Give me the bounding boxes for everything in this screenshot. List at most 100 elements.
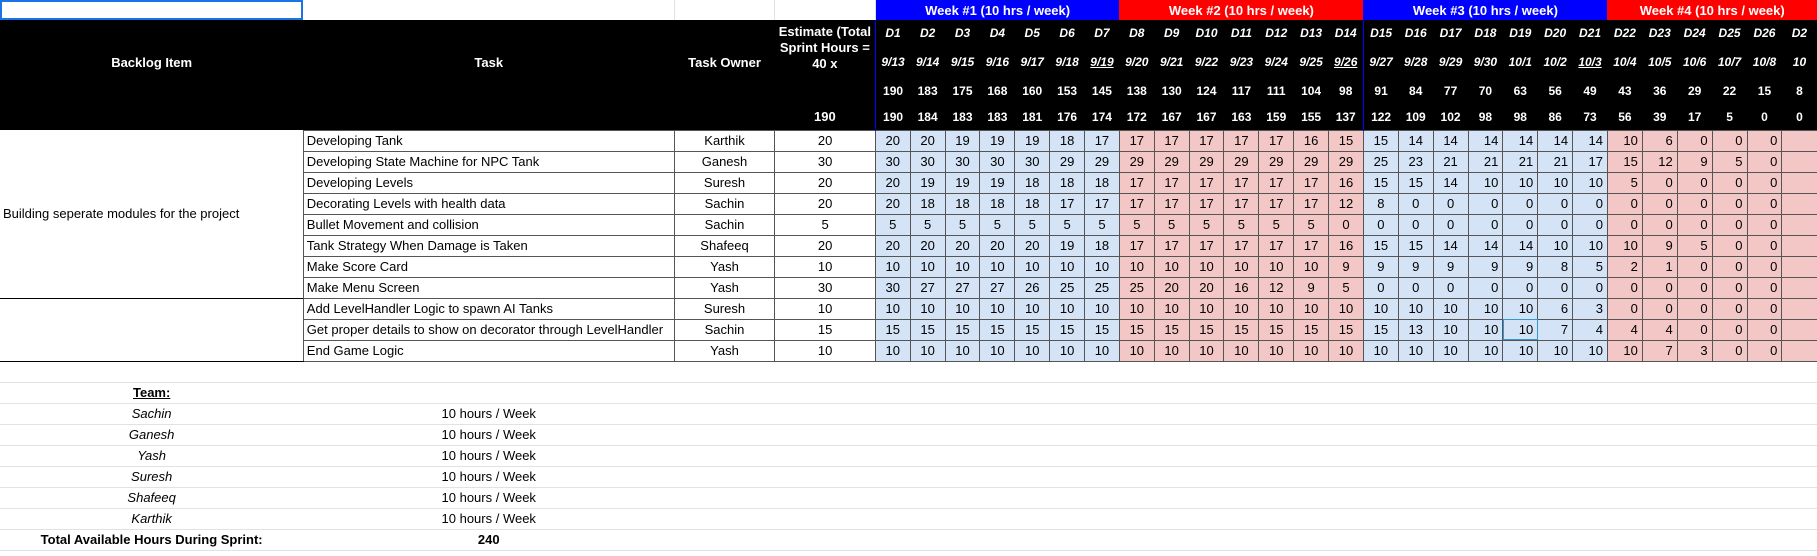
remaining-hours-cell[interactable]: 10 — [1467, 171, 1504, 194]
remaining-hours-cell[interactable]: 0 — [1746, 339, 1783, 362]
remaining-hours-cell[interactable]: 10 — [1258, 339, 1295, 362]
remaining-hours-cell[interactable]: 5 — [1572, 255, 1608, 278]
remaining-hours-cell[interactable]: 17 — [1118, 171, 1155, 194]
remaining-hours-cell[interactable]: 20 — [909, 234, 946, 257]
empty-cell[interactable] — [1712, 529, 1747, 551]
remaining-hours-cell[interactable]: 0 — [1711, 297, 1748, 320]
remaining-hours-cell[interactable]: 0 — [1467, 192, 1504, 215]
empty-cell[interactable] — [1747, 361, 1782, 383]
remaining-hours-cell[interactable]: 29 — [1258, 150, 1295, 173]
empty-cell[interactable] — [1049, 508, 1085, 530]
remaining-hours-cell[interactable] — [1781, 192, 1817, 215]
remaining-hours-cell[interactable]: 10 — [874, 297, 911, 320]
team-member-hours[interactable]: 10 hours / Week — [303, 403, 675, 425]
remaining-hours-cell[interactable]: 17 — [1118, 192, 1155, 215]
task-estimate[interactable]: 20 — [774, 171, 876, 194]
remaining-hours-cell[interactable]: 19 — [944, 129, 981, 152]
remaining-hours-cell[interactable]: 10 — [979, 339, 1016, 362]
remaining-hours-cell[interactable]: 0 — [1572, 213, 1608, 236]
empty-cell[interactable] — [1084, 382, 1120, 404]
remaining-hours-cell[interactable]: 5 — [1049, 213, 1086, 236]
remaining-hours-cell[interactable]: 30 — [874, 150, 911, 173]
empty-cell[interactable] — [1328, 466, 1364, 488]
task-estimate[interactable]: 30 — [774, 150, 876, 173]
empty-cell[interactable] — [1154, 424, 1190, 446]
empty-cell[interactable] — [1537, 487, 1573, 509]
empty-cell[interactable] — [1433, 424, 1468, 446]
empty-cell[interactable] — [1502, 466, 1538, 488]
empty-cell[interactable] — [1293, 466, 1329, 488]
remaining-hours-cell[interactable]: 10 — [1223, 339, 1260, 362]
remaining-hours-cell[interactable]: 10 — [1293, 255, 1330, 278]
remaining-hours-cell[interactable]: 10 — [1362, 339, 1399, 362]
empty-cell[interactable] — [979, 487, 1015, 509]
remaining-hours-cell[interactable]: 0 — [1606, 297, 1643, 320]
remaining-hours-cell[interactable]: 0 — [1432, 276, 1469, 299]
empty-cell[interactable] — [945, 382, 980, 404]
empty-cell[interactable] — [875, 466, 911, 488]
empty-cell[interactable] — [1189, 466, 1224, 488]
remaining-hours-cell[interactable]: 13 — [1397, 318, 1434, 341]
empty-cell[interactable] — [1433, 361, 1468, 383]
remaining-hours-cell[interactable]: 17 — [1188, 129, 1225, 152]
remaining-hours-cell[interactable]: 15 — [1223, 318, 1260, 341]
empty-cell[interactable] — [1781, 361, 1817, 383]
empty-cell[interactable] — [1502, 382, 1538, 404]
remaining-hours-cell[interactable]: 12 — [1258, 276, 1295, 299]
remaining-hours-cell[interactable]: 25 — [1084, 276, 1120, 299]
empty-cell[interactable] — [1363, 445, 1399, 467]
empty-cell[interactable] — [1433, 466, 1468, 488]
task-owner[interactable]: Shafeeq — [673, 234, 776, 257]
empty-cell[interactable] — [1328, 424, 1364, 446]
remaining-hours-cell[interactable]: 10 — [1467, 339, 1504, 362]
task-owner[interactable]: Yash — [673, 339, 776, 362]
empty-cell[interactable] — [1049, 382, 1085, 404]
remaining-hours-cell[interactable]: 6 — [1537, 297, 1574, 320]
empty-cell[interactable] — [674, 382, 775, 404]
remaining-hours-cell[interactable]: 9 — [1328, 255, 1364, 278]
empty-cell[interactable] — [303, 104, 675, 130]
empty-cell[interactable] — [1014, 361, 1050, 383]
empty-cell[interactable] — [1747, 487, 1782, 509]
remaining-hours-cell[interactable]: 7 — [1641, 339, 1678, 362]
team-member-hours[interactable]: 10 hours / Week — [303, 445, 675, 467]
empty-cell[interactable] — [1363, 361, 1399, 383]
remaining-hours-cell[interactable]: 14 — [1502, 234, 1539, 257]
empty-cell[interactable] — [910, 529, 946, 551]
remaining-hours-cell[interactable]: 10 — [1188, 339, 1225, 362]
empty-cell[interactable] — [979, 361, 1015, 383]
empty-cell[interactable] — [1363, 466, 1399, 488]
empty-cell[interactable] — [1747, 508, 1782, 530]
remaining-hours-cell[interactable]: 0 — [1746, 213, 1783, 236]
remaining-hours-cell[interactable]: 29 — [1084, 150, 1120, 173]
empty-cell[interactable] — [1328, 529, 1364, 551]
empty-cell[interactable] — [910, 445, 946, 467]
remaining-hours-cell[interactable]: 10 — [874, 255, 911, 278]
empty-cell[interactable] — [1258, 466, 1294, 488]
empty-cell[interactable] — [1014, 445, 1050, 467]
remaining-hours-cell[interactable]: 5 — [979, 213, 1016, 236]
remaining-hours-cell[interactable]: 0 — [1711, 129, 1748, 152]
remaining-hours-cell[interactable]: 10 — [1502, 171, 1539, 194]
empty-cell[interactable] — [303, 361, 675, 383]
remaining-hours-cell[interactable]: 10 — [1118, 255, 1155, 278]
remaining-hours-cell[interactable]: 29 — [1153, 150, 1190, 173]
remaining-hours-cell[interactable]: 18 — [1049, 171, 1086, 194]
empty-cell[interactable] — [1607, 403, 1643, 425]
empty-cell[interactable] — [1223, 466, 1259, 488]
empty-cell[interactable] — [1363, 487, 1399, 509]
remaining-hours-cell[interactable]: 21 — [1502, 150, 1539, 173]
remaining-hours-cell[interactable]: 17 — [1223, 234, 1260, 257]
empty-cell[interactable] — [1398, 403, 1434, 425]
remaining-hours-cell[interactable]: 5 — [1606, 171, 1643, 194]
empty-cell[interactable] — [1677, 508, 1713, 530]
remaining-hours-cell[interactable]: 10 — [909, 297, 946, 320]
remaining-hours-cell[interactable]: 0 — [1467, 276, 1504, 299]
remaining-hours-cell[interactable]: 5 — [874, 213, 911, 236]
remaining-hours-cell[interactable]: 17 — [1084, 192, 1120, 215]
remaining-hours-cell[interactable]: 0 — [1711, 234, 1748, 257]
remaining-hours-cell[interactable]: 0 — [1432, 213, 1469, 236]
remaining-hours-cell[interactable]: 5 — [1014, 213, 1051, 236]
empty-cell[interactable] — [1223, 508, 1259, 530]
empty-cell[interactable] — [1363, 508, 1399, 530]
